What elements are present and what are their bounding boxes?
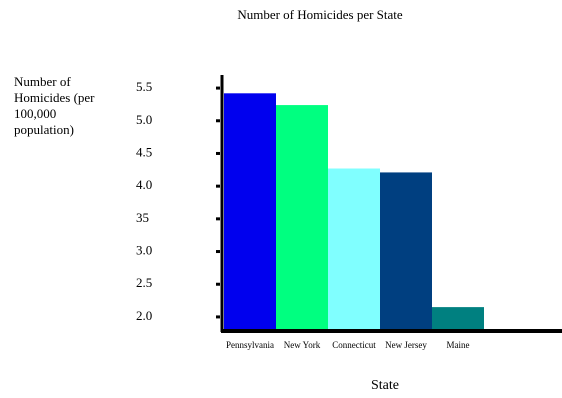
tick-mark xyxy=(216,250,220,254)
y-tick-label: 2.5 xyxy=(136,275,152,290)
bar xyxy=(380,172,432,330)
tick-mark xyxy=(216,119,220,123)
x-tick-label: Connecticut xyxy=(332,340,376,350)
x-tick-label: Maine xyxy=(447,340,470,350)
chart-title: Number of Homicides per State xyxy=(237,7,403,22)
x-tick-label: New Jersey xyxy=(385,340,427,350)
tick-mark xyxy=(216,86,220,90)
bar xyxy=(432,307,484,330)
y-tick-label: 4.5 xyxy=(136,144,152,159)
tick-mark xyxy=(216,315,220,319)
bar xyxy=(276,105,328,330)
y-tick-label: 5.5 xyxy=(136,79,152,94)
tick-mark xyxy=(216,282,220,286)
y-tick-label: 3.0 xyxy=(136,243,152,258)
bar xyxy=(328,168,380,330)
tick-mark xyxy=(216,151,220,155)
x-axis-label: State xyxy=(371,378,399,393)
y-tick-label: 35 xyxy=(136,210,149,225)
y-tick-label: 4.0 xyxy=(136,177,152,192)
x-tick-label: New York xyxy=(284,340,321,350)
y-axis-label: Number of Homicides (per 100,000 populat… xyxy=(14,74,95,137)
y-tick-label: 2.0 xyxy=(136,308,152,323)
tick-mark xyxy=(216,217,220,221)
bar xyxy=(224,93,276,330)
x-tick-label: Pennsylvania xyxy=(226,340,274,350)
y-tick-label: 5.0 xyxy=(136,112,152,127)
tick-mark xyxy=(216,184,220,188)
